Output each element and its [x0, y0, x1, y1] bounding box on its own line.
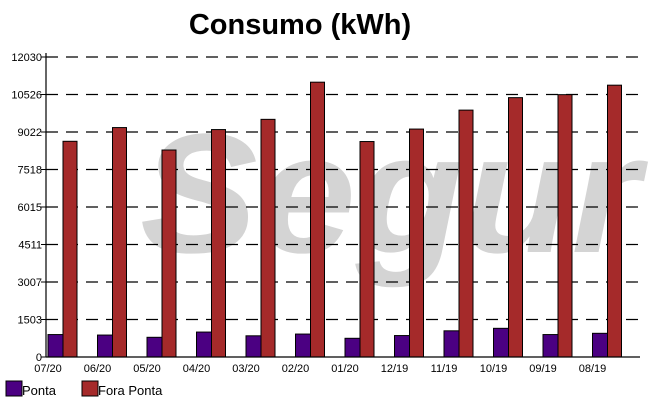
bar-ponta: [245, 335, 263, 358]
legend-label: Fora Ponta: [98, 383, 163, 398]
legend-swatch: [5, 380, 23, 397]
legend-label: Ponta: [22, 383, 57, 398]
y-axis: 0 1503 3007 4511 6015 7518 9022 10526 12030: [11, 52, 47, 364]
x-tick-label: 08/19: [579, 363, 607, 375]
x-tick-label: 12/19: [381, 363, 409, 375]
bar-ponta: [97, 334, 114, 358]
bar-fora-ponta: [458, 109, 474, 358]
bar-ponta: [344, 337, 362, 358]
bar-ponta: [146, 336, 164, 358]
bar-fora-ponta: [409, 128, 424, 358]
x-tick-label: 06/20: [84, 363, 112, 375]
x-axis: 07/20 06/20 05/20 04/20 03/20 02/20 01/20 12/19…: [34, 356, 640, 375]
bar-fora-ponta: [359, 141, 375, 358]
bar-fora-ponta: [310, 81, 325, 358]
bar-fora-ponta: [260, 118, 276, 358]
bar-fora-ponta: [508, 97, 523, 358]
bar-fora-ponta: [557, 94, 573, 358]
x-tick-label: 02/20: [282, 363, 310, 375]
y-tick-label: 0: [36, 352, 42, 364]
x-tick-label: 07/20: [34, 363, 62, 375]
legend-swatch: [81, 380, 99, 397]
y-tick-label: 1503: [18, 315, 42, 327]
bar-fora-ponta: [112, 127, 127, 358]
x-tick-label: 01/20: [331, 363, 359, 375]
y-tick-label: 3007: [18, 277, 42, 289]
x-tick-label: 09/19: [529, 363, 557, 375]
y-tick-label: 7518: [18, 165, 42, 177]
x-tick-label: 03/20: [232, 363, 260, 375]
x-tick-label: 04/20: [183, 363, 211, 375]
bar-ponta: [295, 333, 312, 358]
y-tick-label: 6015: [18, 202, 42, 214]
bar-ponta: [47, 334, 65, 358]
x-tick-label: 10/19: [480, 363, 508, 375]
bar-fora-ponta: [161, 149, 177, 358]
bar-fora-ponta: [607, 84, 622, 358]
bar-fora-ponta: [62, 140, 78, 358]
bar-ponta: [196, 331, 213, 358]
y-tick-label: 4511: [18, 240, 42, 252]
bar-ponta: [493, 327, 510, 358]
bar-ponta: [394, 335, 411, 358]
bar-fora-ponta: [211, 129, 226, 358]
y-tick-label: 10526: [11, 90, 42, 102]
bar-ponta: [542, 334, 560, 358]
x-tick-label: 05/20: [133, 363, 161, 375]
x-tick-label: 11/19: [431, 363, 458, 375]
y-tick-label: 9022: [18, 127, 42, 139]
bar-ponta: [592, 332, 609, 358]
chart-title: Consumo (kWh): [189, 9, 411, 41]
legend: Ponta Fora Ponta: [5, 380, 163, 398]
bar-ponta: [443, 330, 461, 358]
y-tick-label: 12030: [11, 52, 42, 64]
